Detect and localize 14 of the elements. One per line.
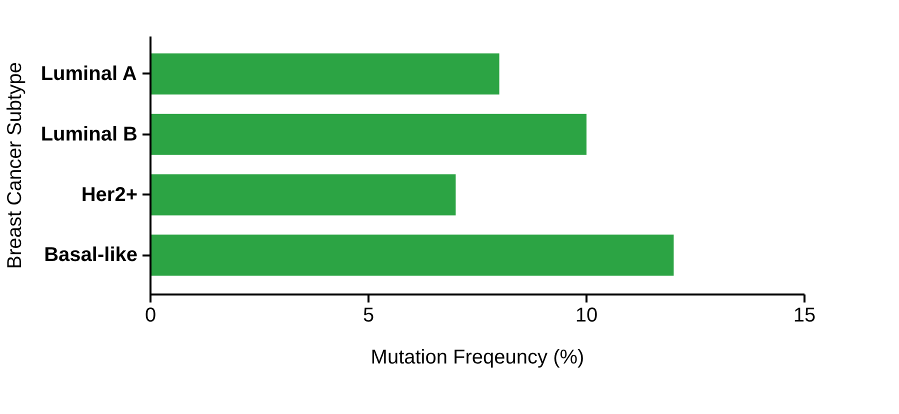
bar <box>150 174 456 216</box>
x-tick-label: 10 <box>575 304 598 326</box>
y-tick-label: Basal-like <box>44 244 138 266</box>
y-axis-title: Breast Cancer Subtype <box>4 62 26 269</box>
y-tick-label: Luminal B <box>40 123 138 146</box>
y-tick-label: Her2+ <box>81 184 138 206</box>
bar <box>150 114 586 155</box>
y-tick-label: Luminal A <box>40 62 137 85</box>
x-tick-label: 15 <box>793 304 816 326</box>
x-axis-title: Mutation Freqeuncy (%) <box>370 346 584 368</box>
x-tick-label: 0 <box>144 304 156 326</box>
bar <box>150 234 674 276</box>
bar <box>150 53 500 95</box>
x-tick-label: 5 <box>362 304 374 326</box>
